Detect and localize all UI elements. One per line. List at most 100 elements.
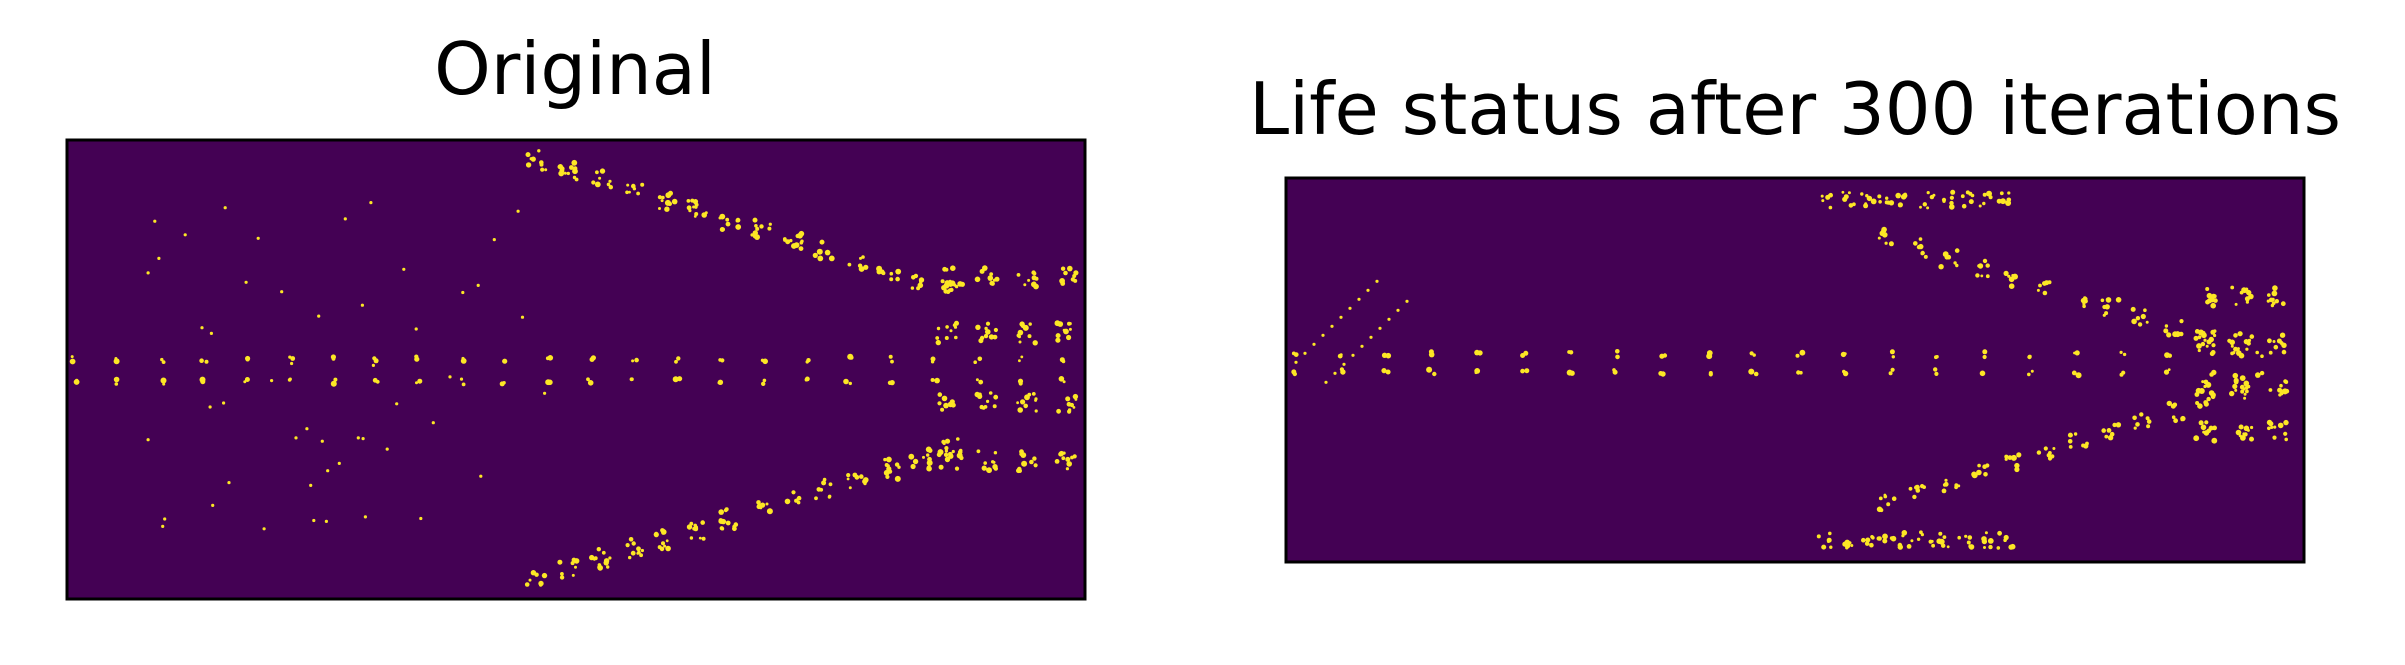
live-cell [956,452,963,459]
live-cell [1918,243,1924,250]
live-cell [200,379,206,385]
live-cell [935,339,941,346]
live-cell [479,474,483,478]
live-cell [200,326,204,330]
live-cell [2038,283,2042,288]
live-cell [2243,392,2247,396]
live-cell [1292,371,1298,377]
live-cell [938,464,944,470]
live-cell [183,233,187,237]
live-cell [599,168,606,174]
live-cell [1884,241,1888,245]
live-cell [2139,412,2144,417]
live-cell [2163,328,2169,334]
live-cell [545,356,550,361]
live-cell [2075,372,2082,379]
live-cell [1946,254,1952,260]
live-cell [1985,263,1990,268]
live-cell [725,217,730,222]
live-cell [948,288,952,293]
live-cell [1901,530,1908,536]
live-cell [719,526,724,531]
live-cell [1982,354,1987,360]
live-cell [724,507,729,512]
live-cell [1369,335,1373,339]
live-cell [559,166,565,172]
live-cell [930,360,935,364]
live-cell [1954,248,1960,253]
live-cell [113,376,120,383]
live-cell [686,524,693,530]
live-cell [574,565,577,569]
live-cell [414,354,419,359]
live-cell [1977,264,1981,268]
live-cell [2115,422,2122,428]
live-cell [974,391,980,398]
live-cell [2280,389,2284,393]
live-cell [926,459,933,466]
live-cell [1708,371,1713,375]
live-cell [2210,329,2216,335]
live-cell [979,268,985,274]
live-cell [954,466,960,471]
live-cell [2245,389,2249,394]
live-cell [2006,197,2012,203]
live-cell [1910,539,1914,543]
live-cell [1848,541,1852,545]
live-cell [2232,383,2238,389]
live-cell [1865,537,1871,543]
live-cell [161,360,166,364]
live-cell [922,455,925,459]
live-cell [1312,342,1316,346]
live-cell [689,521,694,526]
live-cell [725,520,731,526]
live-cell [848,381,852,386]
live-cell [1888,371,1893,376]
live-cell [625,543,630,548]
live-cell [1912,494,1917,500]
live-cell [1821,199,1825,203]
live-cell [2284,388,2290,394]
live-cell [2178,331,2184,337]
live-cell [419,516,423,521]
live-cell [631,541,636,546]
live-cell [594,181,601,188]
live-cell [704,211,708,215]
live-cell [1612,369,1618,375]
live-cell [593,556,598,561]
live-cell [199,358,204,364]
live-cell [754,224,758,228]
live-cell [718,518,723,523]
live-cell [725,221,731,227]
live-cell [1877,236,1881,240]
live-cell [816,248,823,255]
live-cell [1878,496,1883,501]
live-cell [2115,297,2122,303]
live-cell [752,217,758,223]
live-cell [113,358,120,365]
live-cell [2209,351,2215,357]
live-cell [660,528,665,533]
live-cell [1960,194,1965,199]
live-cell [2007,191,2011,195]
live-cell [2196,343,2202,349]
live-cell [2239,384,2245,390]
live-cell [571,557,577,563]
live-cell [2030,369,2034,373]
live-cell [2240,389,2245,394]
live-cell [981,465,987,471]
live-cell [461,290,465,295]
live-cell [954,320,959,326]
live-cell [2067,432,2073,438]
live-cell [908,453,915,460]
live-cell [2105,297,2112,303]
live-cell [1303,351,1307,355]
live-cell [2255,350,2259,355]
live-cell [1923,254,1928,259]
live-cell [859,474,864,479]
live-cell [1970,193,1975,198]
live-cell [317,314,321,318]
live-cell [954,335,958,340]
live-cell [828,255,835,262]
live-cell [2212,294,2217,299]
